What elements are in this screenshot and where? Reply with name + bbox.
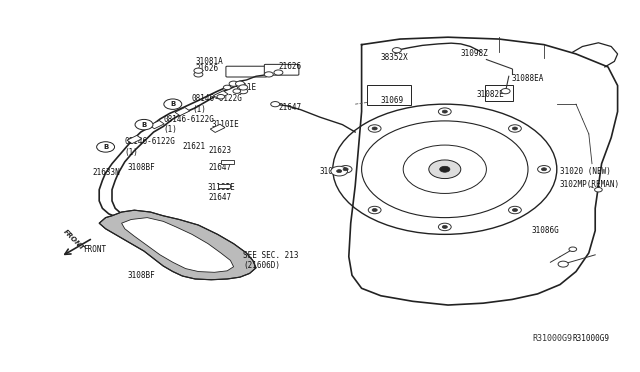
Text: 21626: 21626 [278,62,301,71]
Circle shape [538,166,550,173]
Bar [210,124,225,132]
FancyBboxPatch shape [367,85,411,105]
Text: 31069: 31069 [381,96,404,105]
Circle shape [429,160,461,179]
Text: 3108BF: 3108BF [128,163,156,172]
Circle shape [569,247,577,251]
Circle shape [229,81,238,86]
Circle shape [217,94,225,99]
Text: 3108BF: 3108BF [128,271,156,280]
Bar [221,160,234,164]
Bar [175,108,190,116]
Circle shape [558,261,568,267]
Text: 3102MP(REMAN): 3102MP(REMAN) [560,180,620,189]
Circle shape [223,85,231,90]
Text: 3101E: 3101E [234,83,257,92]
Text: 21621: 21621 [182,142,205,151]
Polygon shape [122,218,234,272]
Circle shape [343,168,348,171]
Text: 21633N: 21633N [93,169,120,177]
Text: SEE SEC. 213
(21606D): SEE SEC. 213 (21606D) [243,251,299,270]
Text: 31088EA: 31088EA [512,74,545,83]
Bar [127,135,142,144]
Bar [218,184,230,188]
Circle shape [595,187,602,192]
Circle shape [368,206,381,214]
Circle shape [442,225,447,228]
Circle shape [339,166,352,173]
Text: 3118IE: 3118IE [208,183,236,192]
Circle shape [541,168,547,171]
Circle shape [97,142,115,152]
Circle shape [274,70,283,75]
Circle shape [372,209,377,212]
Text: 08146-6122G
(1): 08146-6122G (1) [163,115,214,134]
Circle shape [438,108,451,115]
Circle shape [509,125,522,132]
Circle shape [271,102,280,107]
Polygon shape [99,210,256,280]
Circle shape [239,89,248,94]
Text: 31082E: 31082E [477,90,504,99]
Circle shape [194,72,203,77]
Text: 38352X: 38352X [381,53,408,62]
Circle shape [440,166,450,172]
Circle shape [239,85,248,90]
Circle shape [264,72,273,77]
Text: 21647: 21647 [208,193,231,202]
Text: 3110IE: 3110IE [211,120,239,129]
Circle shape [403,145,486,193]
Text: B: B [170,101,175,107]
Circle shape [513,209,518,212]
FancyBboxPatch shape [226,66,267,77]
Text: 31098Z: 31098Z [461,49,488,58]
Text: 21647: 21647 [208,163,231,172]
Circle shape [164,99,182,109]
Circle shape [233,89,241,93]
Text: 31020 (NEW): 31020 (NEW) [560,167,611,176]
Text: 21626: 21626 [195,64,218,73]
Circle shape [368,125,381,132]
Text: FRONT: FRONT [62,228,85,251]
Text: B: B [141,122,147,128]
Circle shape [135,119,153,130]
Bar [213,91,228,99]
Text: 31086G: 31086G [531,226,559,235]
Circle shape [509,206,522,214]
Text: B: B [103,144,108,150]
Circle shape [438,223,451,231]
Text: 21623: 21623 [208,146,231,155]
Circle shape [362,121,528,218]
Circle shape [333,104,557,234]
Circle shape [372,127,377,130]
Text: R31000G9: R31000G9 [532,334,573,343]
Text: 21647: 21647 [278,103,301,112]
Circle shape [392,48,401,53]
Bar [149,121,164,129]
Circle shape [236,81,244,86]
Circle shape [442,110,447,113]
Text: 31009: 31009 [320,167,343,176]
Circle shape [501,89,510,94]
Text: FRONT: FRONT [83,245,106,254]
Circle shape [194,68,203,73]
Text: R31000G9: R31000G9 [573,334,610,343]
Circle shape [337,170,342,173]
Text: 08146-6122G
(1): 08146-6122G (1) [192,94,243,114]
Text: 31081A: 31081A [195,57,223,66]
Text: 08146-6122G
(1): 08146-6122G (1) [125,137,175,157]
FancyBboxPatch shape [264,64,299,75]
FancyBboxPatch shape [485,85,513,101]
Circle shape [513,127,518,130]
Circle shape [331,166,348,176]
